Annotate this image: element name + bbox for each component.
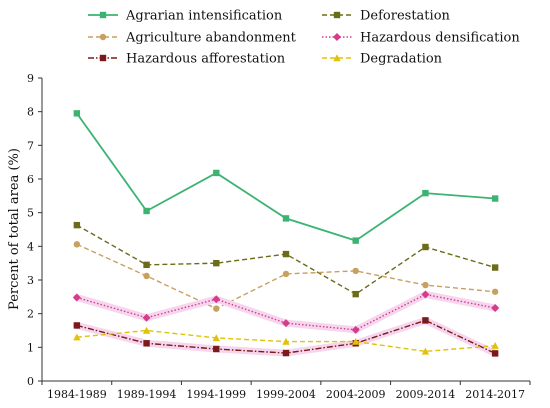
data-point [143, 340, 150, 347]
x-tick-label: 1994-1999 [186, 388, 246, 401]
data-point [73, 221, 81, 229]
x-tick-label: 2014-2017 [465, 388, 525, 401]
data-point [491, 264, 499, 271]
data-point [282, 349, 290, 357]
x-tick-label: 1999-2004 [256, 388, 316, 401]
legend-swatch-marker [99, 11, 107, 19]
series-hazardous-densification [72, 290, 500, 334]
x-tick-label: 1984-1989 [47, 388, 107, 401]
y-axis-ticks: 0 1 2 3 4 5 6 7 8 9 [27, 72, 42, 388]
y-tick-label: 9 [27, 72, 34, 85]
data-point [491, 288, 499, 295]
series-layer [72, 110, 500, 357]
data-point [73, 322, 81, 329]
legend-item: Deforestation [322, 9, 451, 24]
data-point [213, 305, 220, 312]
legend-swatch-marker [99, 33, 107, 41]
legend-item: Hazardous afforestation [88, 52, 286, 67]
legend-item: Agriculture abandonment [88, 31, 297, 46]
data-point [352, 337, 360, 345]
data-point [352, 290, 359, 298]
data-point [212, 334, 220, 342]
legend-label: Agriculture abandonment [125, 31, 297, 46]
data-point [143, 261, 150, 269]
series-degradation [73, 326, 499, 355]
y-tick-label: 5 [27, 207, 34, 220]
legend-label: Hazardous densification [360, 31, 520, 46]
x-tick-label: 2004-2009 [326, 388, 386, 401]
legend-label: Hazardous afforestation [126, 52, 286, 67]
y-axis-title: Percent of total area (%) [7, 148, 22, 310]
y-tick-label: 4 [27, 240, 34, 253]
data-point [73, 333, 81, 341]
legend-swatch-marker [333, 11, 341, 19]
data-point [352, 267, 359, 275]
data-point [422, 243, 429, 251]
series-agrarian-intensification [73, 110, 499, 244]
data-point [282, 215, 290, 222]
data-point [422, 317, 429, 324]
data-point [421, 290, 430, 299]
series-deforestation [73, 221, 499, 298]
data-point [491, 341, 499, 349]
y-tick-label: 2 [27, 308, 34, 321]
data-point [213, 259, 220, 267]
legend-label: Degradation [360, 52, 443, 67]
x-tick-label: 1989-1994 [117, 388, 177, 401]
data-point [142, 326, 151, 334]
legend-label: Agrarian intensification [125, 9, 283, 24]
data-point [143, 207, 150, 215]
data-point [282, 270, 290, 278]
legend-item: Agrarian intensification [88, 9, 283, 24]
legend-swatch-marker [333, 54, 341, 62]
y-tick-label: 7 [27, 139, 34, 152]
data-point [491, 195, 499, 202]
legend-item: Degradation [322, 52, 443, 67]
data-point [422, 189, 429, 197]
y-tick-label: 0 [27, 375, 34, 388]
x-axis-ticks: 1984-1989 1989-1994 1994-1999 1999-2004 2004… [41, 381, 531, 401]
data-point [73, 110, 81, 117]
data-point [282, 250, 290, 258]
legend-item: Hazardous densification [322, 31, 520, 46]
data-point [282, 337, 290, 345]
data-point [143, 272, 150, 280]
data-point [213, 345, 220, 353]
y-tick-label: 8 [27, 106, 34, 119]
data-point [72, 293, 81, 302]
data-point [351, 325, 360, 334]
data-point [142, 313, 151, 322]
y-tick-label: 6 [27, 173, 34, 186]
data-point [212, 295, 221, 304]
data-point [421, 347, 430, 355]
x-tick-label: 2009-2014 [396, 388, 456, 401]
series-agriculture-abandonment [73, 241, 499, 312]
y-tick-label: 1 [27, 341, 34, 354]
legend-swatch-marker [333, 33, 341, 41]
y-tick-label: 3 [27, 274, 34, 287]
data-point [73, 241, 81, 248]
data-point [491, 303, 500, 312]
data-point [352, 237, 359, 244]
legend-label: Deforestation [360, 9, 451, 24]
legend: Agrarian intensification Deforestation Agr… [88, 9, 520, 67]
series-line [76, 224, 496, 295]
legend-swatch-marker [99, 54, 107, 62]
data-point [213, 169, 220, 177]
data-point [491, 350, 499, 357]
data-point [422, 281, 429, 289]
data-point [282, 319, 290, 328]
